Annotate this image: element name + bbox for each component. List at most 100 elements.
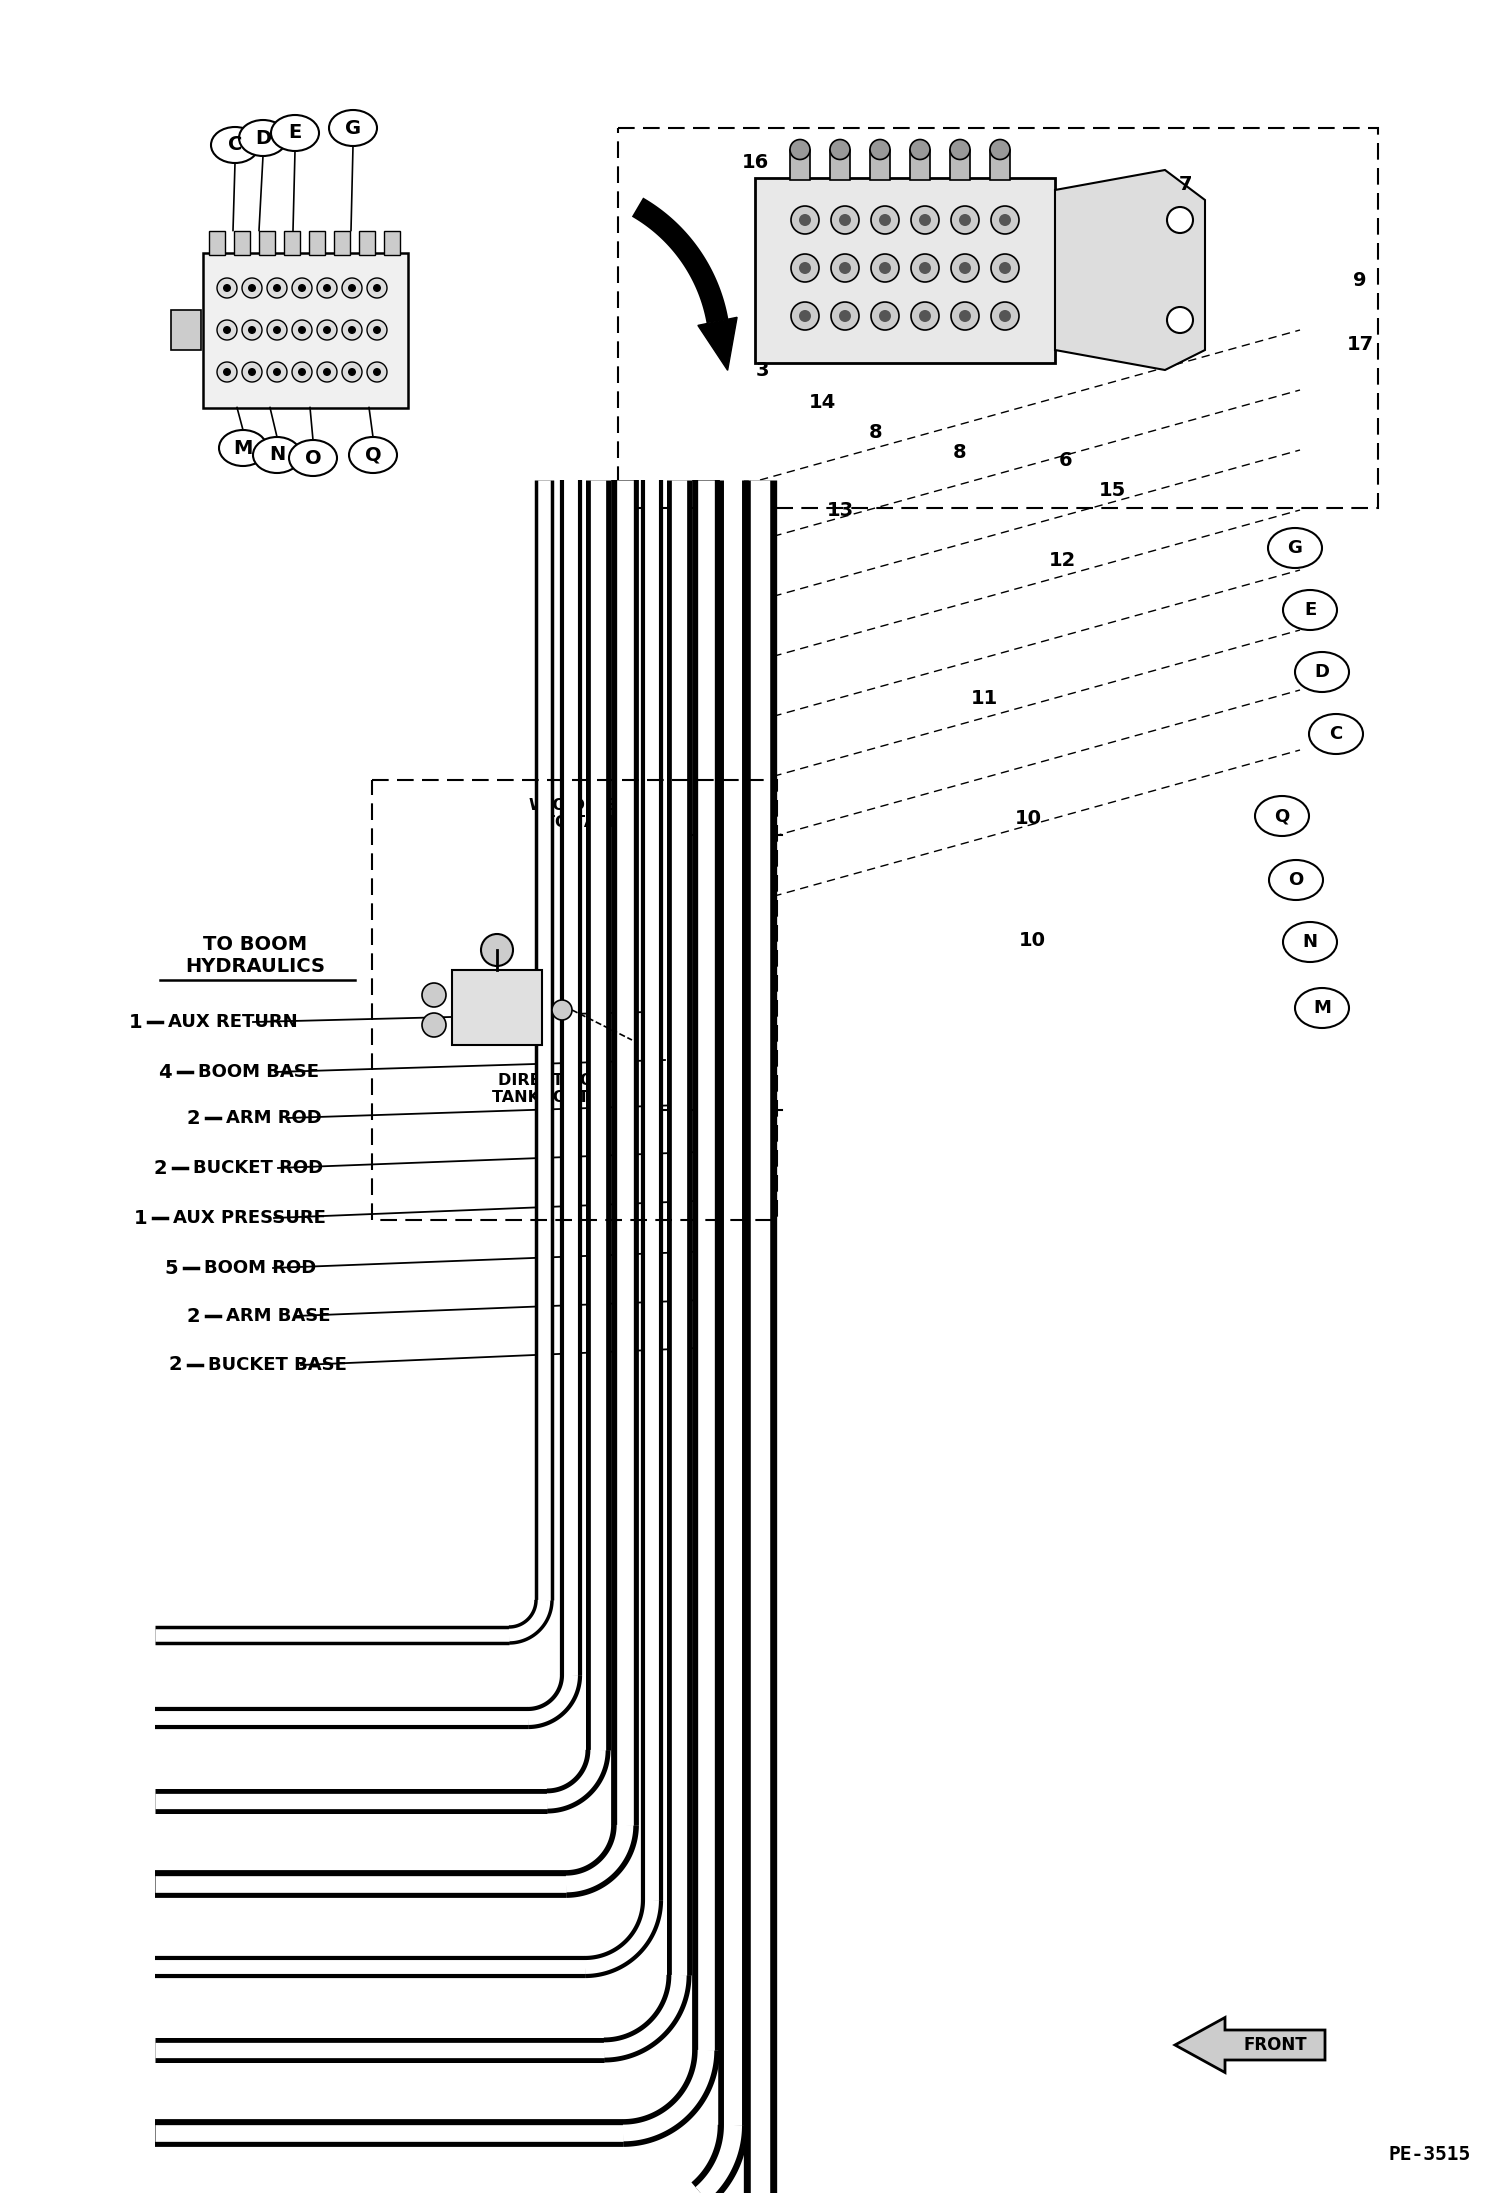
Text: AUX RETURN: AUX RETURN xyxy=(168,1013,298,1031)
Circle shape xyxy=(318,362,337,382)
Circle shape xyxy=(992,254,1019,283)
Circle shape xyxy=(830,140,849,160)
Text: 8: 8 xyxy=(953,443,966,461)
Circle shape xyxy=(267,362,288,382)
Circle shape xyxy=(292,362,312,382)
Text: 2: 2 xyxy=(168,1355,181,1375)
Text: 10: 10 xyxy=(1019,930,1046,950)
Circle shape xyxy=(911,254,939,283)
Bar xyxy=(202,252,407,408)
Bar xyxy=(383,230,400,254)
Bar xyxy=(360,230,374,254)
Text: 1: 1 xyxy=(133,1208,147,1228)
Circle shape xyxy=(909,140,930,160)
Bar xyxy=(452,969,542,1046)
Ellipse shape xyxy=(1267,529,1323,568)
Bar xyxy=(789,149,810,180)
Ellipse shape xyxy=(330,110,377,147)
Ellipse shape xyxy=(253,436,301,474)
Bar xyxy=(334,230,351,254)
Circle shape xyxy=(870,140,890,160)
Bar xyxy=(755,178,1055,362)
Circle shape xyxy=(798,261,810,274)
Text: G: G xyxy=(345,118,361,138)
Circle shape xyxy=(999,261,1011,274)
Text: N: N xyxy=(268,445,285,465)
Text: ARM ROD: ARM ROD xyxy=(226,1110,322,1127)
Circle shape xyxy=(422,1013,446,1037)
Text: 3: 3 xyxy=(755,360,768,379)
Polygon shape xyxy=(698,318,737,371)
Circle shape xyxy=(870,254,899,283)
Text: O: O xyxy=(1288,871,1303,888)
Text: Q: Q xyxy=(1275,807,1290,825)
Circle shape xyxy=(918,261,930,274)
Text: 7: 7 xyxy=(1179,175,1192,195)
Text: 11: 11 xyxy=(971,689,998,708)
Circle shape xyxy=(959,309,971,322)
Polygon shape xyxy=(1174,2018,1326,2072)
Circle shape xyxy=(999,215,1011,226)
Circle shape xyxy=(223,368,231,375)
Circle shape xyxy=(839,215,851,226)
Circle shape xyxy=(879,261,891,274)
Circle shape xyxy=(348,285,357,292)
Text: 2: 2 xyxy=(186,1107,201,1127)
Ellipse shape xyxy=(219,430,267,465)
Circle shape xyxy=(298,327,306,333)
Text: BUCKET BASE: BUCKET BASE xyxy=(208,1355,348,1375)
Circle shape xyxy=(373,368,380,375)
Circle shape xyxy=(990,140,1010,160)
Ellipse shape xyxy=(1294,651,1350,693)
Circle shape xyxy=(791,206,819,235)
Ellipse shape xyxy=(1255,796,1309,836)
Circle shape xyxy=(342,320,363,340)
Circle shape xyxy=(273,285,282,292)
Text: N: N xyxy=(1302,932,1318,952)
Circle shape xyxy=(324,327,331,333)
Ellipse shape xyxy=(1309,715,1363,754)
Text: C: C xyxy=(1329,726,1342,743)
Text: 10: 10 xyxy=(1014,809,1041,827)
Text: 4: 4 xyxy=(159,1061,172,1081)
Text: ARM BASE: ARM BASE xyxy=(226,1307,331,1325)
Circle shape xyxy=(217,320,237,340)
Text: BOOM BASE: BOOM BASE xyxy=(198,1064,319,1081)
Text: 2: 2 xyxy=(153,1158,166,1178)
Bar xyxy=(210,230,225,254)
Circle shape xyxy=(831,206,858,235)
Bar xyxy=(309,230,325,254)
Text: O: O xyxy=(304,450,321,467)
Ellipse shape xyxy=(289,441,337,476)
Bar xyxy=(285,230,300,254)
Circle shape xyxy=(1167,307,1192,333)
Circle shape xyxy=(249,327,256,333)
Circle shape xyxy=(223,285,231,292)
Circle shape xyxy=(551,1000,572,1020)
Circle shape xyxy=(911,303,939,329)
Circle shape xyxy=(831,254,858,283)
Circle shape xyxy=(870,206,899,235)
Circle shape xyxy=(918,309,930,322)
Circle shape xyxy=(791,303,819,329)
Text: M: M xyxy=(1314,1000,1330,1018)
Circle shape xyxy=(422,982,446,1007)
Text: 15: 15 xyxy=(1098,480,1125,500)
Text: 17: 17 xyxy=(1347,336,1374,355)
Ellipse shape xyxy=(271,114,319,151)
Text: 14: 14 xyxy=(809,393,836,412)
Circle shape xyxy=(831,303,858,329)
Circle shape xyxy=(217,279,237,298)
Circle shape xyxy=(959,261,971,274)
Bar xyxy=(619,127,1378,509)
Text: 13: 13 xyxy=(827,500,854,520)
Circle shape xyxy=(223,327,231,333)
Bar xyxy=(234,230,250,254)
Ellipse shape xyxy=(1294,989,1350,1029)
Ellipse shape xyxy=(1269,860,1323,899)
Circle shape xyxy=(918,215,930,226)
Circle shape xyxy=(243,279,262,298)
Text: 6: 6 xyxy=(1059,450,1073,469)
Circle shape xyxy=(373,285,380,292)
Text: D: D xyxy=(1315,662,1330,682)
